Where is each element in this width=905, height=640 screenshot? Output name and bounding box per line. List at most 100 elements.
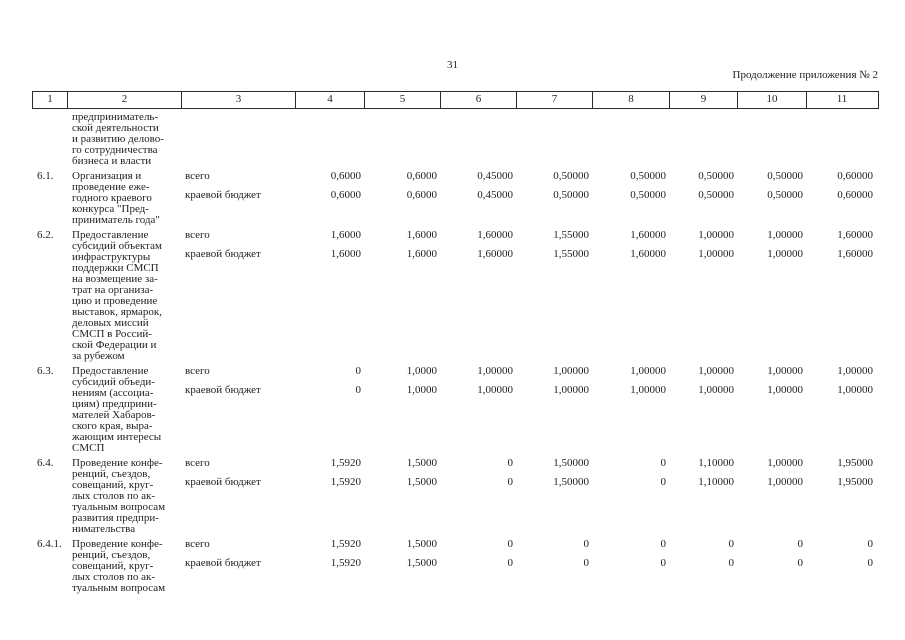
row-number-empty bbox=[33, 112, 68, 167]
regional-value: 1,00000 bbox=[767, 476, 803, 488]
total-value: 1,00000 bbox=[698, 229, 734, 241]
total-value: 1,5000 bbox=[406, 538, 437, 550]
funding-source-regional-label: краевой бюджет bbox=[185, 248, 261, 260]
funding-source-total-label: всего bbox=[185, 170, 210, 182]
value-cell: 0,60000 0,60000 bbox=[807, 171, 877, 226]
funding-source-labels: всего краевой бюджет bbox=[182, 230, 296, 362]
regional-value: 0,50000 bbox=[553, 189, 589, 201]
total-value: 0,50000 bbox=[553, 170, 589, 182]
total-value: 1,60000 bbox=[837, 229, 873, 241]
regional-value: 0,50000 bbox=[698, 189, 734, 201]
total-value: 0 bbox=[507, 457, 514, 469]
activity-name: Предоставление субсидий объектам инфраст… bbox=[72, 229, 163, 362]
value-cell: 0 0 bbox=[441, 458, 517, 535]
value-cell: 0 0 bbox=[738, 539, 807, 594]
value-cell: 1,00000 1,00000 bbox=[670, 366, 738, 454]
table-row: 6.4. Проведение конфе- ренций, съездов, … bbox=[33, 458, 877, 535]
value-cell: 1,60000 1,60000 bbox=[593, 230, 670, 362]
funding-source-total-label: всего bbox=[185, 229, 210, 241]
activity-name: Проведение конфе- ренций, съездов, совещ… bbox=[72, 457, 166, 535]
column-number-cell: 10 bbox=[738, 92, 807, 108]
value-cell: 1,00000 1,00000 bbox=[670, 230, 738, 362]
row-number: 6.4.1. bbox=[37, 538, 62, 550]
total-value: 0 bbox=[797, 538, 804, 550]
total-value: 1,5920 bbox=[330, 457, 361, 469]
row-number: 6.3. bbox=[37, 365, 54, 377]
total-value: 1,00000 bbox=[767, 365, 803, 377]
total-value: 0,50000 bbox=[630, 170, 666, 182]
regional-value: 1,00000 bbox=[767, 248, 803, 260]
regional-value: 1,0000 bbox=[406, 384, 437, 396]
total-value: 1,6000 bbox=[330, 229, 361, 241]
regional-value: 1,95000 bbox=[837, 476, 873, 488]
value-cell: 0 0 bbox=[593, 539, 670, 594]
funding-source-total-label: всего bbox=[185, 538, 210, 550]
regional-value: 1,00000 bbox=[477, 384, 513, 396]
value-cell: 1,0000 1,0000 bbox=[365, 366, 441, 454]
regional-value: 0 bbox=[355, 384, 362, 396]
value-cell: 0,50000 0,50000 bbox=[517, 171, 593, 226]
total-value: 0,6000 bbox=[406, 170, 437, 182]
total-value: 1,10000 bbox=[698, 457, 734, 469]
regional-value: 0,6000 bbox=[406, 189, 437, 201]
total-value: 1,00000 bbox=[553, 365, 589, 377]
table-column-header-row: 1 2 3 4 5 6 7 8 9 10 11 bbox=[32, 91, 879, 109]
regional-value: 0 bbox=[797, 557, 804, 569]
value-cell: 1,00000 1,00000 bbox=[807, 366, 877, 454]
regional-value: 1,55000 bbox=[553, 248, 589, 260]
regional-value: 1,5000 bbox=[406, 557, 437, 569]
regional-value: 1,6000 bbox=[330, 248, 361, 260]
regional-value: 0,50000 bbox=[630, 189, 666, 201]
total-value: 0,50000 bbox=[698, 170, 734, 182]
total-value: 0 bbox=[507, 538, 514, 550]
value-cell: 1,00000 1,00000 bbox=[738, 230, 807, 362]
value-cell: 1,00000 1,00000 bbox=[593, 366, 670, 454]
table-body: предприниматель- ской деятельности и раз… bbox=[33, 112, 877, 594]
funding-source-regional-label: краевой бюджет bbox=[185, 557, 261, 569]
funding-source-labels: всего краевой бюджет bbox=[182, 458, 296, 535]
total-value: 1,5000 bbox=[406, 457, 437, 469]
value-cell: 0 0 bbox=[441, 539, 517, 594]
column-number-cell: 9 bbox=[670, 92, 738, 108]
funding-source-labels: всего краевой бюджет bbox=[182, 366, 296, 454]
value-cell: 1,5920 1,5920 bbox=[296, 458, 365, 535]
value-cell: 1,00000 1,00000 bbox=[441, 366, 517, 454]
total-value: 0,50000 bbox=[767, 170, 803, 182]
value-cell: 0,6000 0,6000 bbox=[296, 171, 365, 226]
value-cell: 0 0 bbox=[517, 539, 593, 594]
value-cell: 1,55000 1,55000 bbox=[517, 230, 593, 362]
column-number-cell: 4 bbox=[296, 92, 365, 108]
value-cell: 1,60000 1,60000 bbox=[807, 230, 877, 362]
total-value: 1,00000 bbox=[767, 229, 803, 241]
value-cell: 0 0 bbox=[670, 539, 738, 594]
value-cell: 1,5000 1,5000 bbox=[365, 539, 441, 594]
value-cell: 1,6000 1,6000 bbox=[296, 230, 365, 362]
funding-source-labels: всего краевой бюджет bbox=[182, 539, 296, 594]
total-value: 1,5920 bbox=[330, 538, 361, 550]
total-value: 0 bbox=[583, 538, 590, 550]
value-cell: 1,6000 1,6000 bbox=[365, 230, 441, 362]
total-value: 1,60000 bbox=[477, 229, 513, 241]
value-cell: 1,95000 1,95000 bbox=[807, 458, 877, 535]
total-value: 1,60000 bbox=[630, 229, 666, 241]
column-number-cell: 11 bbox=[836, 93, 848, 105]
regional-value: 1,5920 bbox=[330, 476, 361, 488]
column-number-cell: 8 bbox=[593, 92, 670, 108]
funding-source-regional-label: краевой бюджет bbox=[185, 384, 261, 396]
total-value: 0 bbox=[660, 457, 667, 469]
value-cell: 0,50000 0,50000 bbox=[593, 171, 670, 226]
funding-source-regional-label: краевой бюджет bbox=[185, 189, 261, 201]
regional-value: 1,00000 bbox=[553, 384, 589, 396]
regional-value: 0,6000 bbox=[330, 189, 361, 201]
total-value: 1,95000 bbox=[837, 457, 873, 469]
regional-value: 0 bbox=[507, 557, 514, 569]
regional-value: 1,5920 bbox=[330, 557, 361, 569]
value-cell: 0,50000 0,50000 bbox=[670, 171, 738, 226]
total-value: 1,00000 bbox=[767, 457, 803, 469]
column-number-cell: 3 bbox=[182, 92, 296, 108]
row-number: 6.1. bbox=[37, 170, 54, 182]
page-number: 31 bbox=[447, 59, 458, 71]
total-value: 1,50000 bbox=[553, 457, 589, 469]
column-number-cell: 1 bbox=[33, 92, 68, 108]
